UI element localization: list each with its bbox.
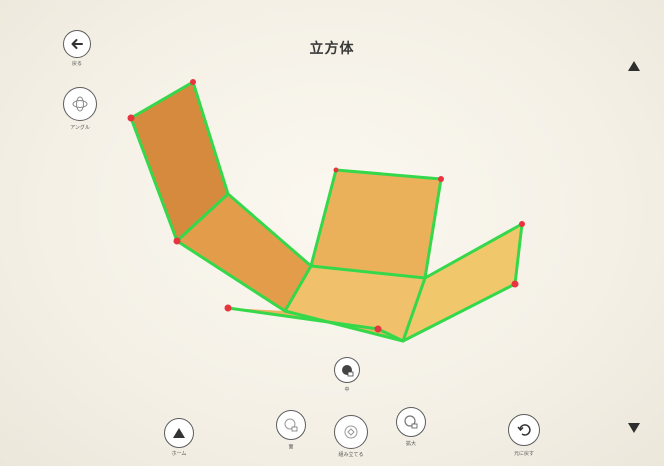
center-button[interactable] bbox=[334, 357, 360, 383]
face-button[interactable] bbox=[276, 410, 306, 440]
vertex[interactable] bbox=[333, 167, 339, 173]
vertex[interactable] bbox=[173, 237, 181, 245]
home-label: ホーム bbox=[171, 451, 187, 457]
angle-button[interactable] bbox=[63, 87, 97, 121]
zoom-button[interactable] bbox=[396, 407, 426, 437]
undo-icon bbox=[517, 424, 531, 436]
face-select-icon bbox=[284, 418, 298, 432]
arrow-left-icon bbox=[71, 39, 83, 49]
center-label: 中 bbox=[344, 387, 350, 393]
vertex[interactable] bbox=[511, 280, 519, 288]
face-right[interactable] bbox=[403, 224, 522, 341]
vertex[interactable] bbox=[374, 325, 382, 333]
back-label: 戻る bbox=[71, 61, 82, 67]
face-center-back[interactable] bbox=[312, 170, 441, 278]
scroll-down-icon[interactable] bbox=[628, 423, 640, 433]
back-button[interactable] bbox=[63, 30, 91, 58]
face-top-left[interactable] bbox=[131, 82, 228, 241]
vertex[interactable] bbox=[190, 79, 196, 85]
angle-label: アングル bbox=[70, 125, 90, 131]
page-title: 立方体 bbox=[309, 41, 355, 57]
rotate-view-icon bbox=[72, 96, 88, 112]
face-left-lower[interactable] bbox=[177, 194, 311, 311]
reset-button[interactable] bbox=[508, 414, 540, 446]
fold-button[interactable] bbox=[334, 415, 368, 449]
vertex[interactable] bbox=[224, 304, 232, 312]
vertex[interactable] bbox=[438, 176, 444, 182]
triangle-icon bbox=[173, 428, 185, 438]
face-center-base[interactable] bbox=[285, 266, 425, 341]
cube-net-faces bbox=[131, 82, 522, 341]
home-button[interactable] bbox=[164, 418, 194, 448]
scroll-up-icon[interactable] bbox=[628, 61, 640, 71]
center-view-icon bbox=[342, 365, 354, 377]
face-label: 面 bbox=[288, 444, 294, 450]
vertex[interactable] bbox=[519, 221, 525, 227]
cube-net-vertices bbox=[127, 79, 525, 333]
vertex[interactable] bbox=[127, 114, 135, 122]
zoom-label: 拡大 bbox=[405, 441, 416, 447]
fold-cube-icon bbox=[344, 425, 358, 439]
zoom-icon bbox=[404, 415, 418, 429]
fold-label: 組み立てる bbox=[338, 452, 364, 458]
reset-label: 元に戻す bbox=[513, 451, 534, 457]
